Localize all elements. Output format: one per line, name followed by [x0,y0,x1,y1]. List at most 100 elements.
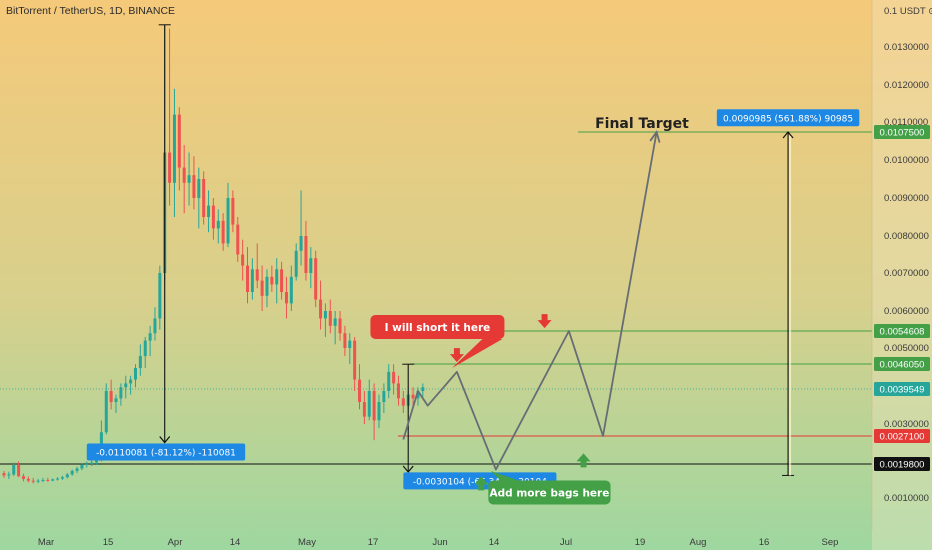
candle[interactable] [197,167,201,229]
candle[interactable] [65,473,69,479]
candle[interactable] [31,477,35,484]
candle[interactable] [255,243,259,289]
candle[interactable] [21,473,25,482]
candle[interactable] [289,265,293,311]
candle[interactable] [304,220,308,281]
candle[interactable] [133,364,137,388]
candle[interactable] [124,375,128,399]
candle[interactable] [275,258,279,304]
candle[interactable] [250,258,254,300]
candle-body [56,478,60,480]
candle[interactable] [104,383,108,435]
candle[interactable] [138,344,142,376]
candle-body [231,198,235,225]
candle[interactable] [177,107,181,191]
candle-body [314,258,318,300]
candle[interactable] [46,477,50,482]
candle[interactable] [75,466,79,474]
candle[interactable] [270,265,274,292]
candle[interactable] [148,325,152,357]
candle-body [221,220,225,244]
candle[interactable] [323,303,327,337]
candle[interactable] [187,152,191,206]
candle[interactable] [421,383,425,399]
candle[interactable] [246,247,249,304]
candle[interactable] [338,311,342,341]
candle[interactable] [333,311,337,345]
candle[interactable] [114,394,118,414]
candle-body [46,479,50,481]
candle[interactable] [353,336,357,392]
candle[interactable] [377,394,381,429]
candle[interactable] [221,213,225,251]
candle[interactable] [284,276,288,319]
callout-text: Add more bags here [490,487,610,499]
candle-body [284,292,288,304]
candle[interactable] [202,171,206,225]
candle[interactable] [382,383,386,414]
candle[interactable] [226,182,230,248]
candle[interactable] [294,243,298,281]
candle[interactable] [80,463,84,471]
candle[interactable] [260,265,264,311]
candle[interactable] [90,459,94,467]
candle[interactable] [109,379,113,410]
candle-body [348,340,352,348]
candle[interactable] [396,375,400,406]
candle[interactable] [158,265,162,330]
candle[interactable] [129,375,133,395]
candle[interactable] [60,475,64,480]
candle[interactable] [358,364,362,410]
candle[interactable] [236,217,240,262]
candle[interactable] [207,190,211,233]
candle[interactable] [387,364,391,399]
candle-body [192,175,196,198]
candle[interactable] [36,478,40,484]
price-tag-label: 0.0046050 [880,360,925,371]
candle[interactable] [192,156,196,210]
candle[interactable] [367,379,371,421]
candle[interactable] [168,28,172,206]
candle[interactable] [143,336,147,369]
candle[interactable] [70,469,74,476]
candle[interactable] [309,247,313,289]
candle[interactable] [348,333,352,365]
candle[interactable] [372,383,376,441]
candle[interactable] [85,461,89,468]
candle-body [309,258,313,273]
candle[interactable] [314,250,318,308]
candle-body [51,479,55,481]
candle[interactable] [17,461,21,478]
candle[interactable] [343,325,347,357]
candle[interactable] [153,307,157,341]
candle[interactable] [265,269,269,308]
candle[interactable] [231,190,235,233]
candle[interactable] [2,470,6,478]
candle[interactable] [392,364,396,395]
candle[interactable] [172,88,176,217]
candle[interactable] [401,391,405,414]
candle[interactable] [211,198,215,240]
candle-body [304,236,308,273]
candle[interactable] [328,299,332,334]
candle-body [60,477,64,479]
candle[interactable] [51,478,55,482]
candle[interactable] [41,477,45,483]
candle[interactable] [216,209,220,244]
candle-body [41,479,45,481]
candle[interactable] [119,383,123,406]
x-tick-label: 19 [635,537,646,548]
candle[interactable] [299,190,303,266]
candle[interactable] [362,391,366,424]
candle[interactable] [241,239,245,281]
candle[interactable] [280,261,284,300]
candle[interactable] [411,387,415,406]
candle[interactable] [56,477,60,481]
candle[interactable] [182,145,186,214]
candle[interactable] [7,471,11,479]
candle[interactable] [319,280,323,330]
measure-arrowhead [159,436,171,444]
candle[interactable] [12,462,16,477]
candle[interactable] [26,476,30,483]
